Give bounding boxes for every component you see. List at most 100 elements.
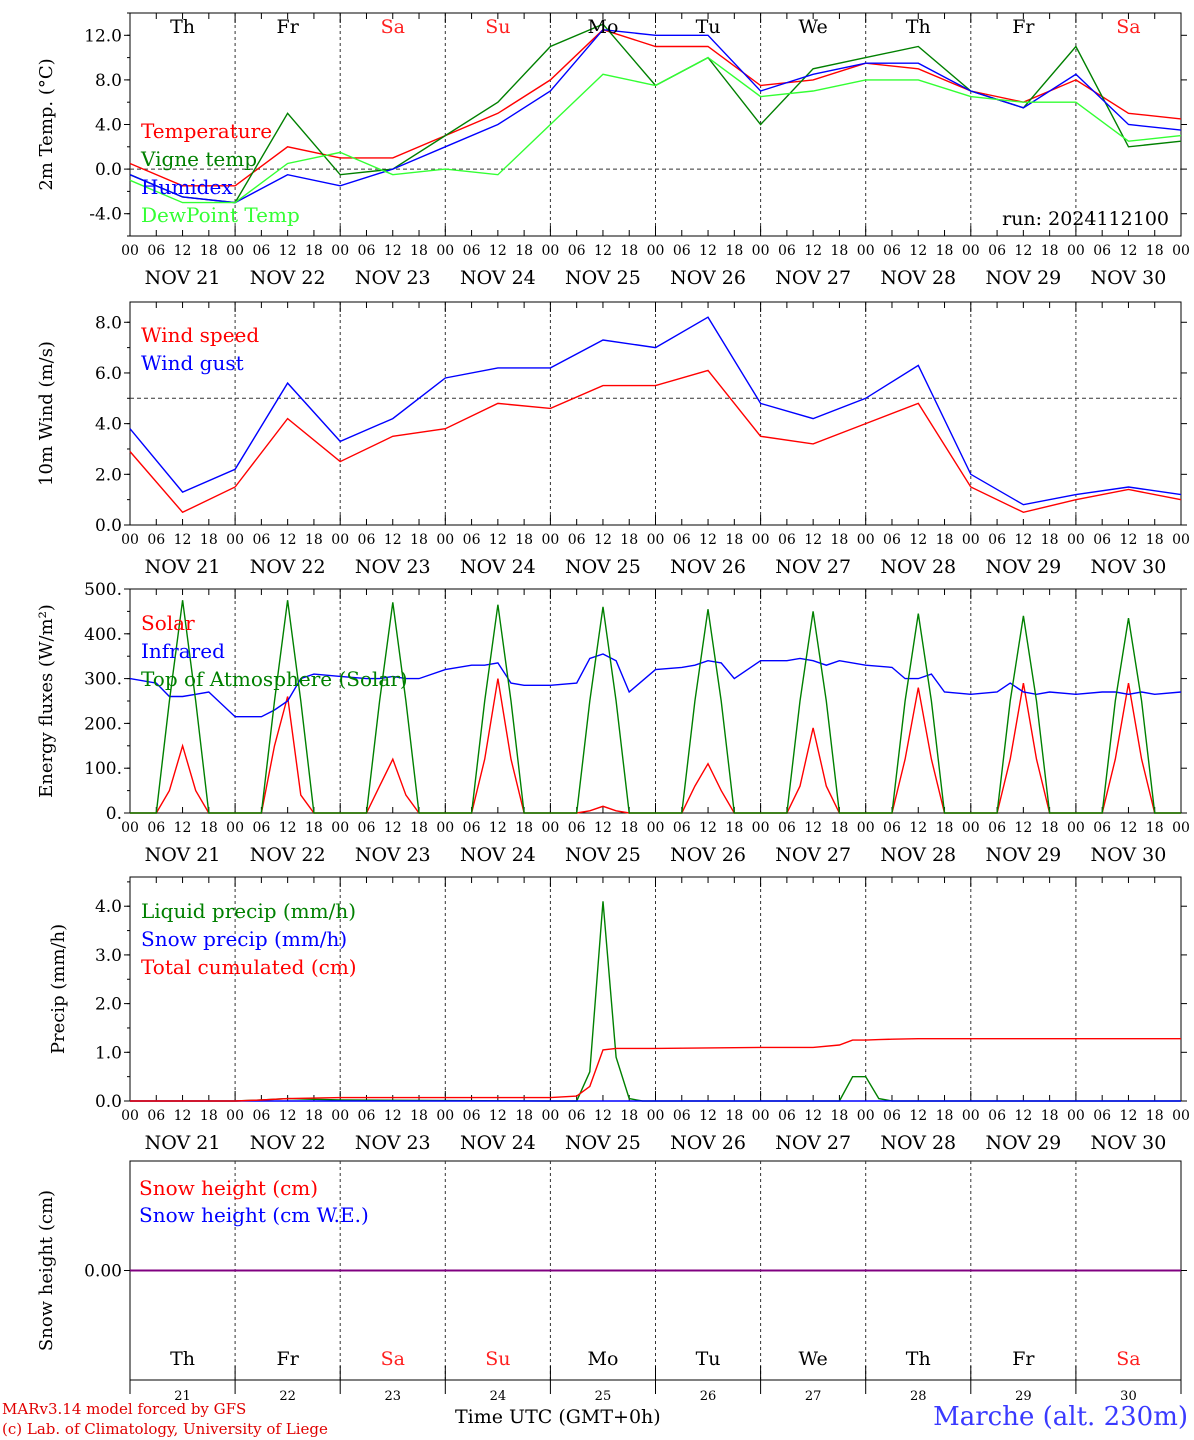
hour-tick-label: 12 bbox=[174, 532, 192, 548]
y-tick-label: 0.0 bbox=[95, 1092, 122, 1112]
hour-tick-label: 00 bbox=[541, 243, 559, 259]
legend-entry: DewPoint Temp bbox=[141, 203, 300, 227]
date-label: NOV 23 bbox=[355, 267, 431, 289]
hour-tick-label: 00 bbox=[1067, 243, 1085, 259]
hour-tick-label: 06 bbox=[358, 820, 376, 836]
hour-tick-label: 18 bbox=[305, 1108, 323, 1124]
hour-tick-label: 12 bbox=[1120, 532, 1138, 548]
y-axis-label: Snow height (cm) bbox=[36, 1190, 57, 1351]
date-label: NOV 24 bbox=[460, 267, 536, 289]
y-tick-label: 0.0 bbox=[95, 516, 122, 536]
hour-tick-label: 18 bbox=[936, 532, 954, 548]
weekday-label: We bbox=[799, 1348, 828, 1370]
y-axis-label: Precip (mm/h) bbox=[48, 924, 69, 1054]
hour-tick-label: 12 bbox=[384, 532, 402, 548]
weekday-label: Th bbox=[906, 1348, 931, 1370]
y-tick-label: 3.0 bbox=[95, 946, 122, 966]
hour-tick-label: 12 bbox=[279, 820, 297, 836]
hour-tick-label: 18 bbox=[410, 1108, 428, 1124]
weekday-label: Fr bbox=[1012, 16, 1035, 38]
hour-tick-label: 12 bbox=[279, 1108, 297, 1124]
panel-3: 0. 100. 200. 300. 400. 500. Energy fluxes (W/m… bbox=[36, 580, 1190, 866]
hour-tick-label: 12 bbox=[1014, 243, 1032, 259]
hour-tick-label: 06 bbox=[988, 820, 1006, 836]
day-number-label: 26 bbox=[700, 1389, 717, 1404]
hour-tick-label: 18 bbox=[305, 532, 323, 548]
date-label: NOV 30 bbox=[1091, 556, 1167, 578]
hour-tick-label: 06 bbox=[883, 820, 901, 836]
hour-tick-label: 00 bbox=[331, 243, 349, 259]
hour-tick-label: 00 bbox=[331, 1108, 349, 1124]
series-line bbox=[130, 600, 1181, 814]
hour-tick-label: 18 bbox=[620, 532, 638, 548]
legend-entry: Snow height (cm) bbox=[139, 1176, 318, 1200]
hour-tick-label: 00 bbox=[647, 1108, 665, 1124]
hour-tick-label: 06 bbox=[883, 243, 901, 259]
hour-tick-label: 00 bbox=[857, 1108, 875, 1124]
legend-entry: Snow precip (mm/h) bbox=[141, 927, 347, 951]
hour-tick-label: 00 bbox=[752, 532, 770, 548]
date-label: NOV 26 bbox=[670, 1132, 746, 1154]
hour-tick-label: 12 bbox=[909, 1108, 927, 1124]
date-label: NOV 21 bbox=[145, 556, 221, 578]
hour-tick-label: 12 bbox=[699, 1108, 717, 1124]
panel-4: 0.0 1.0 2.0 3.0 4.0 Precip (mm/h) Liquid preci… bbox=[48, 876, 1190, 1154]
date-label: NOV 28 bbox=[880, 556, 956, 578]
day-number-label: 27 bbox=[805, 1389, 822, 1404]
legend-entry: Liquid precip (mm/h) bbox=[141, 899, 356, 923]
hour-tick-label: 18 bbox=[515, 532, 533, 548]
hour-tick-label: 12 bbox=[1120, 243, 1138, 259]
hour-tick-label: 06 bbox=[252, 243, 270, 259]
hour-tick-label: 00 bbox=[962, 243, 980, 259]
date-label: NOV 26 bbox=[670, 844, 746, 866]
hour-tick-label: 00 bbox=[331, 820, 349, 836]
hour-tick-label: 18 bbox=[515, 820, 533, 836]
hour-tick-label: 00 bbox=[857, 820, 875, 836]
hour-tick-label: 12 bbox=[174, 1108, 192, 1124]
y-tick-label: 4.0 bbox=[95, 415, 122, 435]
hour-tick-label: 06 bbox=[463, 820, 481, 836]
hour-tick-label: 06 bbox=[1093, 532, 1111, 548]
y-axis-label: Energy fluxes (W/m²) bbox=[36, 604, 57, 798]
hour-tick-label: 06 bbox=[358, 243, 376, 259]
hour-tick-label: 12 bbox=[594, 1108, 612, 1124]
hour-tick-label: 06 bbox=[988, 243, 1006, 259]
hour-tick-label: 06 bbox=[568, 1108, 586, 1124]
hour-tick-label: 00 bbox=[436, 1108, 454, 1124]
y-tick-label: 1.0 bbox=[95, 1043, 122, 1063]
hour-tick-label: 06 bbox=[252, 532, 270, 548]
date-label: NOV 22 bbox=[250, 844, 326, 866]
date-label: NOV 29 bbox=[985, 556, 1061, 578]
hour-tick-label: 18 bbox=[725, 532, 743, 548]
hour-tick-label: 00 bbox=[121, 1108, 139, 1124]
hour-tick-label: 18 bbox=[620, 243, 638, 259]
hour-tick-label: 06 bbox=[358, 532, 376, 548]
hour-tick-label: 00 bbox=[436, 532, 454, 548]
run-label: run: 2024112100 bbox=[1002, 208, 1169, 230]
date-label: NOV 22 bbox=[250, 267, 326, 289]
station-name: Marche (alt. 230m) bbox=[933, 1402, 1188, 1432]
panel-2: 0.0 2.0 4.0 6.0 8.0 10m Wind (m/s) Wind speed W… bbox=[36, 301, 1190, 578]
panel-5: 0.00 Snow height (cm) Snow height (cm) Snow… bbox=[36, 1160, 1187, 1404]
weekday-label: Sa bbox=[1116, 1348, 1140, 1370]
hour-tick-label: 00 bbox=[541, 820, 559, 836]
hour-tick-label: 00 bbox=[962, 1108, 980, 1124]
legend-entry: Top of Atmosphere (Solar) bbox=[141, 667, 408, 691]
hour-tick-label: 12 bbox=[699, 820, 717, 836]
hour-tick-label: 06 bbox=[673, 1108, 691, 1124]
hour-tick-label: 00 bbox=[226, 1108, 244, 1124]
hour-tick-label: 00 bbox=[226, 243, 244, 259]
hour-tick-label: 06 bbox=[568, 243, 586, 259]
date-label: NOV 27 bbox=[775, 1132, 851, 1154]
hour-tick-label: 18 bbox=[1041, 1108, 1059, 1124]
plot-frame bbox=[129, 301, 1182, 526]
day-number-label: 25 bbox=[595, 1389, 612, 1404]
hour-tick-label: 00 bbox=[752, 1108, 770, 1124]
date-label: NOV 30 bbox=[1091, 844, 1167, 866]
series-line bbox=[129, 653, 1182, 718]
hour-tick-label: 18 bbox=[1146, 532, 1164, 548]
date-label: NOV 26 bbox=[670, 267, 746, 289]
series-line bbox=[130, 901, 1181, 1102]
weekday-label: Su bbox=[485, 16, 510, 38]
y-tick-label: 0. bbox=[106, 804, 122, 824]
